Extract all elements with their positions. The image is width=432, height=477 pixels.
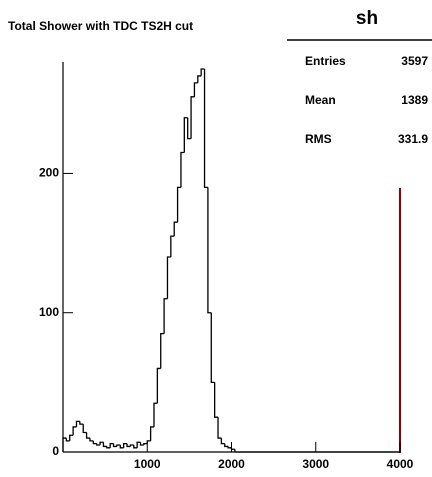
histogram-bin [214, 382, 219, 418]
histogram-bin [149, 426, 154, 441]
histogram-bin [220, 438, 225, 445]
chart-title: Total Shower with TDC TS2H cut [8, 19, 193, 33]
histogram-bin [79, 421, 84, 425]
histogram-bin [173, 221, 178, 237]
x-tick-label: 3000 [302, 457, 329, 471]
stats-title: sh [356, 8, 378, 29]
histogram-bin [119, 445, 124, 449]
histogram-bin [166, 256, 171, 299]
y-tick-label: 200 [39, 166, 59, 180]
histogram-bin [156, 367, 161, 404]
histogram-bin [139, 442, 144, 446]
histogram-bin [96, 443, 101, 446]
histogram-bin [92, 440, 97, 445]
stats-value: 3597 [401, 54, 428, 68]
histogram-bin [99, 441, 104, 446]
y-tick-label: 0 [52, 444, 59, 458]
histogram-bin [62, 437, 67, 452]
histogram-bin [109, 442, 114, 448]
histogram-bin [224, 443, 229, 448]
stats-label: Mean [305, 93, 336, 107]
histogram-bin [123, 442, 128, 448]
histogram-bin [180, 151, 185, 188]
histogram-bin [136, 441, 141, 448]
histogram-bin [146, 440, 151, 444]
histogram-bin [190, 96, 195, 139]
histogram-bin [230, 447, 235, 450]
histogram-bin [129, 444, 134, 447]
histogram-bin [227, 446, 232, 449]
histogram-bin [176, 186, 181, 223]
histogram-bin [170, 235, 175, 257]
histogram-bin [197, 75, 202, 83]
histogram-bin [193, 82, 198, 97]
histogram-bin [143, 442, 148, 446]
histogram-bin [163, 298, 168, 334]
histogram-bin [133, 445, 138, 449]
histogram-bin [65, 438, 70, 442]
histogram-bin [102, 442, 107, 448]
stats-label: RMS [305, 132, 332, 146]
histogram-bin [112, 443, 117, 448]
x-tick-label: 2000 [218, 457, 245, 471]
histogram-bin [85, 432, 90, 439]
x-tick-label: 1000 [134, 457, 161, 471]
histogram-bin [210, 312, 215, 384]
histogram-bin [69, 434, 74, 441]
histogram-bin [183, 117, 188, 153]
histogram-bin [160, 332, 165, 369]
histogram-bin [203, 68, 208, 189]
histogram-bin [234, 449, 239, 453]
histogram-bin [72, 426, 77, 436]
histogram-bin [82, 424, 87, 434]
histogram-bin [207, 187, 212, 314]
stats-label: Entries [305, 54, 346, 68]
histogram-bin [126, 443, 131, 448]
histogram-bin [75, 420, 80, 427]
x-tick-label: 4000 [387, 457, 414, 471]
y-tick-label: 100 [39, 305, 59, 319]
histogram-bin [187, 117, 192, 140]
histogram-bin [89, 438, 94, 442]
histogram-bin [217, 417, 222, 439]
histogram-bin [153, 402, 158, 427]
histogram-bin [200, 68, 205, 76]
histogram-bin [116, 444, 121, 447]
stats-value: 331.9 [398, 132, 428, 146]
stats-value: 1389 [401, 93, 428, 107]
histogram-bin [106, 446, 111, 449]
